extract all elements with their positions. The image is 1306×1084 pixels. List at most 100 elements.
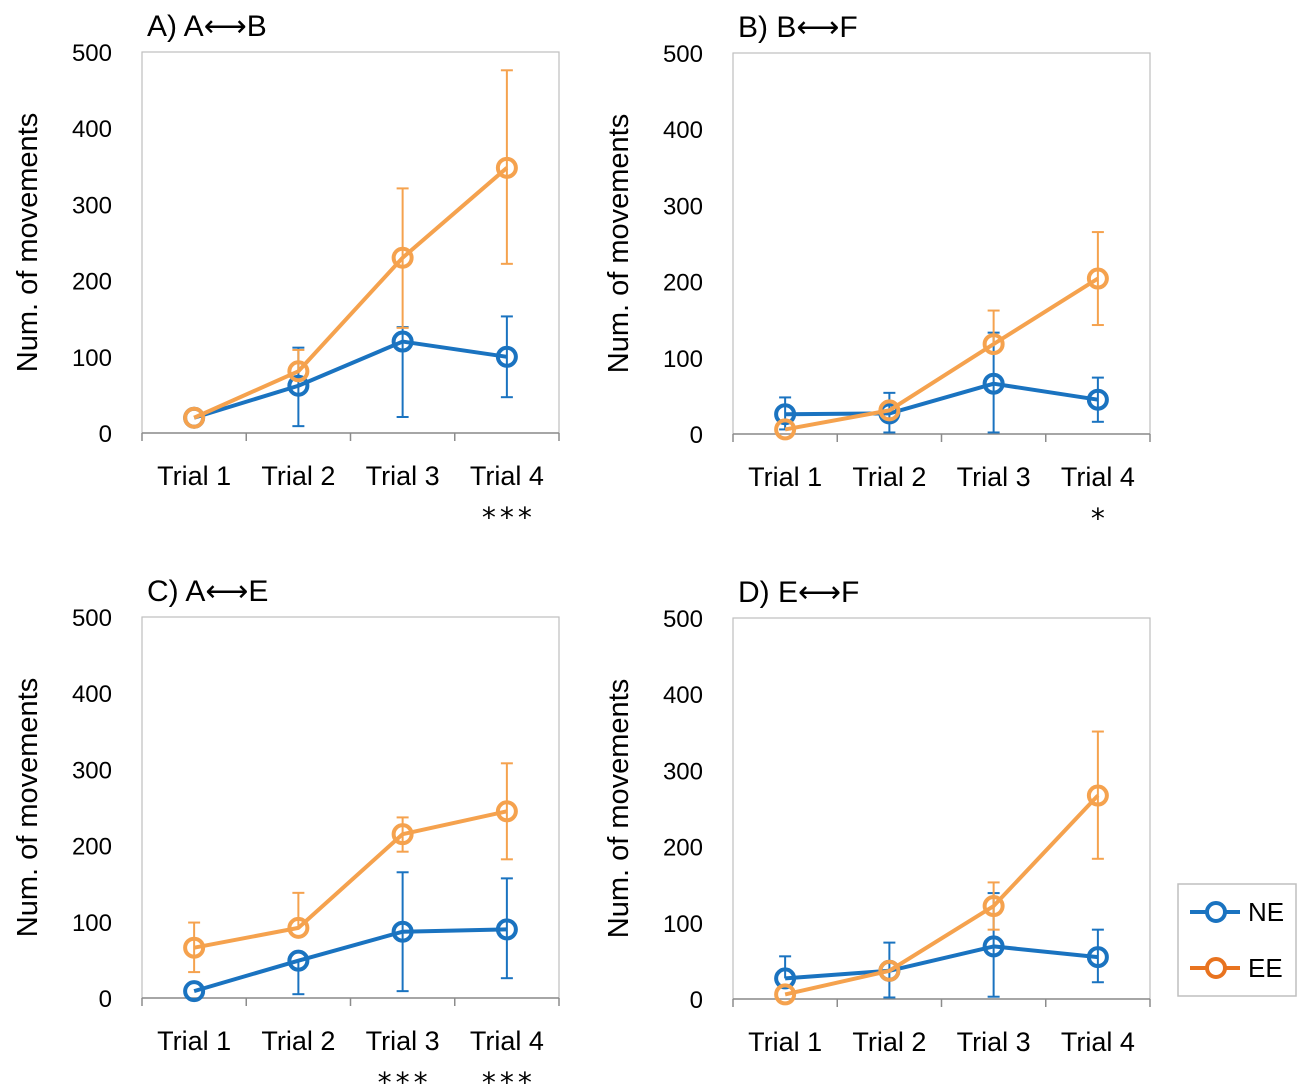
data-point	[391, 330, 414, 353]
chart-panel-2: B) B⟷F 0 100 200 300 400 500 Num. of movements T…	[603, 11, 1151, 535]
plot-frame	[141, 616, 560, 999]
y-tick-label: 200	[663, 270, 703, 297]
data-point	[1086, 388, 1109, 411]
series-ne	[183, 871, 518, 1003]
y-tick-label: 100	[663, 346, 703, 373]
significance-mark: ***	[378, 1066, 432, 1084]
y-axis-title: Num. of movements	[12, 678, 44, 937]
data-point	[774, 983, 797, 1006]
y-tick-label: 500	[663, 606, 703, 633]
series-line	[193, 166, 509, 420]
x-category-label: Trial 2	[852, 1027, 926, 1057]
panel-title: A) A⟷B	[147, 10, 267, 43]
y-axis-title: Num. of movements	[603, 114, 635, 373]
y-tick-label: 0	[99, 421, 112, 448]
data-point	[982, 333, 1005, 356]
series-ne	[183, 315, 518, 429]
legend-label-ee: EE	[1248, 953, 1283, 983]
data-point	[878, 399, 901, 422]
y-tick-label: 300	[72, 192, 112, 219]
x-category-label: Trial 1	[748, 1027, 822, 1057]
data-point	[287, 360, 310, 383]
x-category-label: Trial 3	[366, 461, 440, 491]
data-point	[183, 936, 206, 959]
data-point	[982, 895, 1005, 918]
data-point	[495, 800, 518, 823]
series-ee	[774, 231, 1109, 441]
data-point	[774, 403, 797, 426]
data-point	[495, 918, 518, 941]
y-tick-label: 500	[72, 605, 112, 632]
legend-label-ne: NE	[1248, 897, 1284, 927]
y-tick-label: 100	[663, 911, 703, 938]
x-category-label: Trial 3	[957, 1027, 1031, 1057]
series-ee	[774, 730, 1109, 1006]
y-tick-label: 300	[663, 193, 703, 220]
y-tick-label: 400	[663, 117, 703, 144]
x-category-label: Trial 3	[957, 462, 1031, 492]
data-point	[982, 935, 1005, 958]
y-tick-label: 300	[72, 757, 112, 784]
x-category-label: Trial 4	[470, 1026, 544, 1056]
y-tick-label: 200	[72, 269, 112, 296]
data-point	[287, 949, 310, 972]
legend-box	[1177, 883, 1297, 997]
panel-title: D) E⟷F	[738, 576, 859, 609]
series-line	[784, 794, 1100, 997]
y-tick-label: 0	[99, 986, 112, 1013]
significance-mark: *	[1091, 502, 1109, 535]
data-point	[391, 246, 414, 269]
y-tick-label: 400	[663, 682, 703, 709]
y-tick-label: 0	[690, 422, 703, 449]
y-tick-label: 400	[72, 116, 112, 143]
data-point	[495, 345, 518, 368]
x-category-label: Trial 2	[261, 1026, 335, 1056]
plot-frame	[141, 51, 560, 434]
x-category-label: Trial 1	[157, 461, 231, 491]
series-line	[193, 809, 508, 950]
x-category-label: Trial 2	[852, 462, 926, 492]
legend-swatch-ne-marker	[1205, 901, 1227, 923]
data-point	[774, 418, 797, 441]
x-category-label: Trial 1	[157, 1026, 231, 1056]
y-tick-label: 500	[663, 41, 703, 68]
data-point	[287, 916, 310, 939]
series-ne	[774, 331, 1109, 434]
y-tick-label: 200	[72, 834, 112, 861]
data-point	[1086, 267, 1109, 290]
legend-item-ne: NE	[1190, 897, 1284, 927]
y-tick-label: 200	[663, 835, 703, 862]
data-point	[183, 406, 206, 429]
x-category-label: Trial 4	[1061, 462, 1135, 492]
chart-panel-4: D) E⟷F 0 100 200 300 400 500 Num. of movements T…	[603, 576, 1151, 1057]
y-tick-label: 100	[72, 910, 112, 937]
series-line	[784, 944, 1099, 981]
significance-mark: ***	[482, 1066, 536, 1084]
x-category-label: Trial 2	[261, 461, 335, 491]
y-axis-title: Num. of movements	[12, 113, 44, 372]
chart-panels: A) A⟷B 0 100 200 300 400 500 Num. of movements T…	[12, 10, 1151, 1084]
y-tick-label: 300	[663, 758, 703, 785]
x-category-label: Trial 4	[470, 461, 544, 491]
data-point	[183, 980, 206, 1003]
data-point	[1086, 946, 1109, 969]
chart-panel-1: A) A⟷B 0 100 200 300 400 500 Num. of movements T…	[12, 10, 560, 534]
series-line	[193, 927, 507, 994]
y-tick-label: 0	[690, 987, 703, 1014]
data-point	[287, 374, 310, 397]
x-category-label: Trial 1	[748, 462, 822, 492]
y-tick-label: 500	[72, 40, 112, 67]
chart-panel-3: C) A⟷E 0 100 200 300 400 500 Num. of movements T…	[12, 575, 560, 1084]
panel-title: B) B⟷F	[738, 11, 858, 44]
y-tick-label: 100	[72, 345, 112, 372]
series-ne	[774, 892, 1109, 999]
significance-mark: ***	[482, 501, 536, 534]
data-point	[391, 823, 414, 846]
y-tick-label: 400	[72, 681, 112, 708]
series-line	[784, 276, 1099, 432]
legend-item-ee: EE	[1190, 953, 1283, 983]
panel-title: C) A⟷E	[147, 575, 268, 608]
series-ee	[183, 762, 518, 974]
data-point	[982, 372, 1005, 395]
